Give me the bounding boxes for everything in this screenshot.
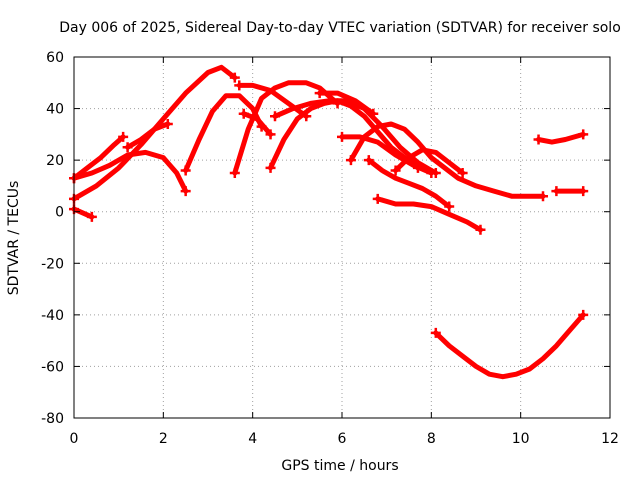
series-endpoint-marker [118, 131, 129, 142]
series-line-arc15 [366, 157, 452, 210]
series-line-arc16 [375, 196, 483, 233]
series-endpoint-marker [265, 129, 276, 140]
series-endpoint-marker [368, 108, 379, 119]
series-line-arc18 [433, 312, 586, 380]
axis-ticks: 0 2 4 6 8 10 12 -80 -60 -40 -20 0 20 40 60 [41, 50, 619, 447]
series-line-arc2 [71, 149, 189, 194]
series-line-arc6 [183, 93, 265, 173]
series-line-arc12 [317, 90, 376, 117]
series-line-arc13 [339, 134, 434, 176]
series-endpoint-marker [180, 165, 191, 176]
series-endpoint-marker [234, 80, 245, 91]
series-line-arc10 [268, 98, 421, 171]
y-tick-label: 0 [55, 205, 64, 221]
series-endpoint-marker [578, 186, 589, 197]
series-endpoint-marker [337, 131, 347, 142]
series-endpoint-marker [475, 224, 486, 235]
series-endpoint-marker [457, 168, 468, 179]
series-endpoint-marker [314, 88, 325, 99]
series-line-arc3 [71, 64, 238, 202]
x-axis-label: GPS time / hours [281, 458, 398, 474]
series-line-arc9 [241, 111, 273, 137]
series-endpoint-marker [265, 162, 276, 173]
series-endpoint-marker [363, 155, 374, 166]
x-tick-label: 8 [427, 431, 436, 447]
series-endpoint-marker [551, 186, 562, 197]
series-endpoint-marker [533, 134, 544, 145]
series-endpoint-marker [430, 327, 441, 338]
series-endpoint-marker [444, 201, 455, 212]
x-tick-label: 12 [601, 431, 619, 447]
series-line-arc5 [125, 121, 171, 150]
series-endpoint-marker [390, 165, 401, 176]
y-tick-label: -60 [41, 359, 64, 375]
series-endpoint-marker [86, 211, 97, 222]
y-tick-label: -20 [41, 256, 64, 272]
series-endpoint-marker [122, 142, 133, 153]
series-endpoint-marker [426, 168, 437, 179]
y-tick-label: 40 [46, 102, 64, 118]
series-endpoint-marker [229, 72, 240, 83]
series-line-arc17 [393, 147, 466, 176]
series-endpoint-marker [372, 193, 383, 204]
y-tick-label: 20 [46, 153, 64, 169]
series-endpoint-marker [578, 309, 589, 320]
y-tick-label: -80 [41, 411, 64, 427]
series-endpoint-marker [345, 155, 356, 166]
x-tick-label: 0 [70, 431, 79, 447]
series-endpoint-marker [270, 111, 280, 122]
series-line-arc1 [71, 134, 126, 181]
y-tick-label: -40 [41, 308, 64, 324]
series-endpoint-marker [578, 129, 589, 140]
y-axis-label: SDTVAR / TECUs [6, 181, 22, 296]
series-line-arc19 [536, 131, 586, 145]
x-tick-label: 4 [248, 431, 257, 447]
series-endpoint-marker [538, 191, 548, 202]
series-endpoint-marker [162, 119, 173, 130]
series-line-arc14 [348, 121, 546, 199]
y-tick-label: 60 [46, 50, 64, 66]
series-endpoint-marker [229, 168, 240, 179]
series-line-arc4 [71, 206, 95, 220]
x-tick-label: 2 [159, 431, 168, 447]
chart-title: Day 006 of 2025, Sidereal Day-to-day VTE… [59, 20, 621, 36]
series-endpoint-marker [238, 108, 249, 119]
series-endpoint-marker [180, 186, 191, 197]
x-tick-label: 10 [512, 431, 530, 447]
data-series-group [69, 64, 589, 380]
x-tick-label: 6 [338, 431, 347, 447]
